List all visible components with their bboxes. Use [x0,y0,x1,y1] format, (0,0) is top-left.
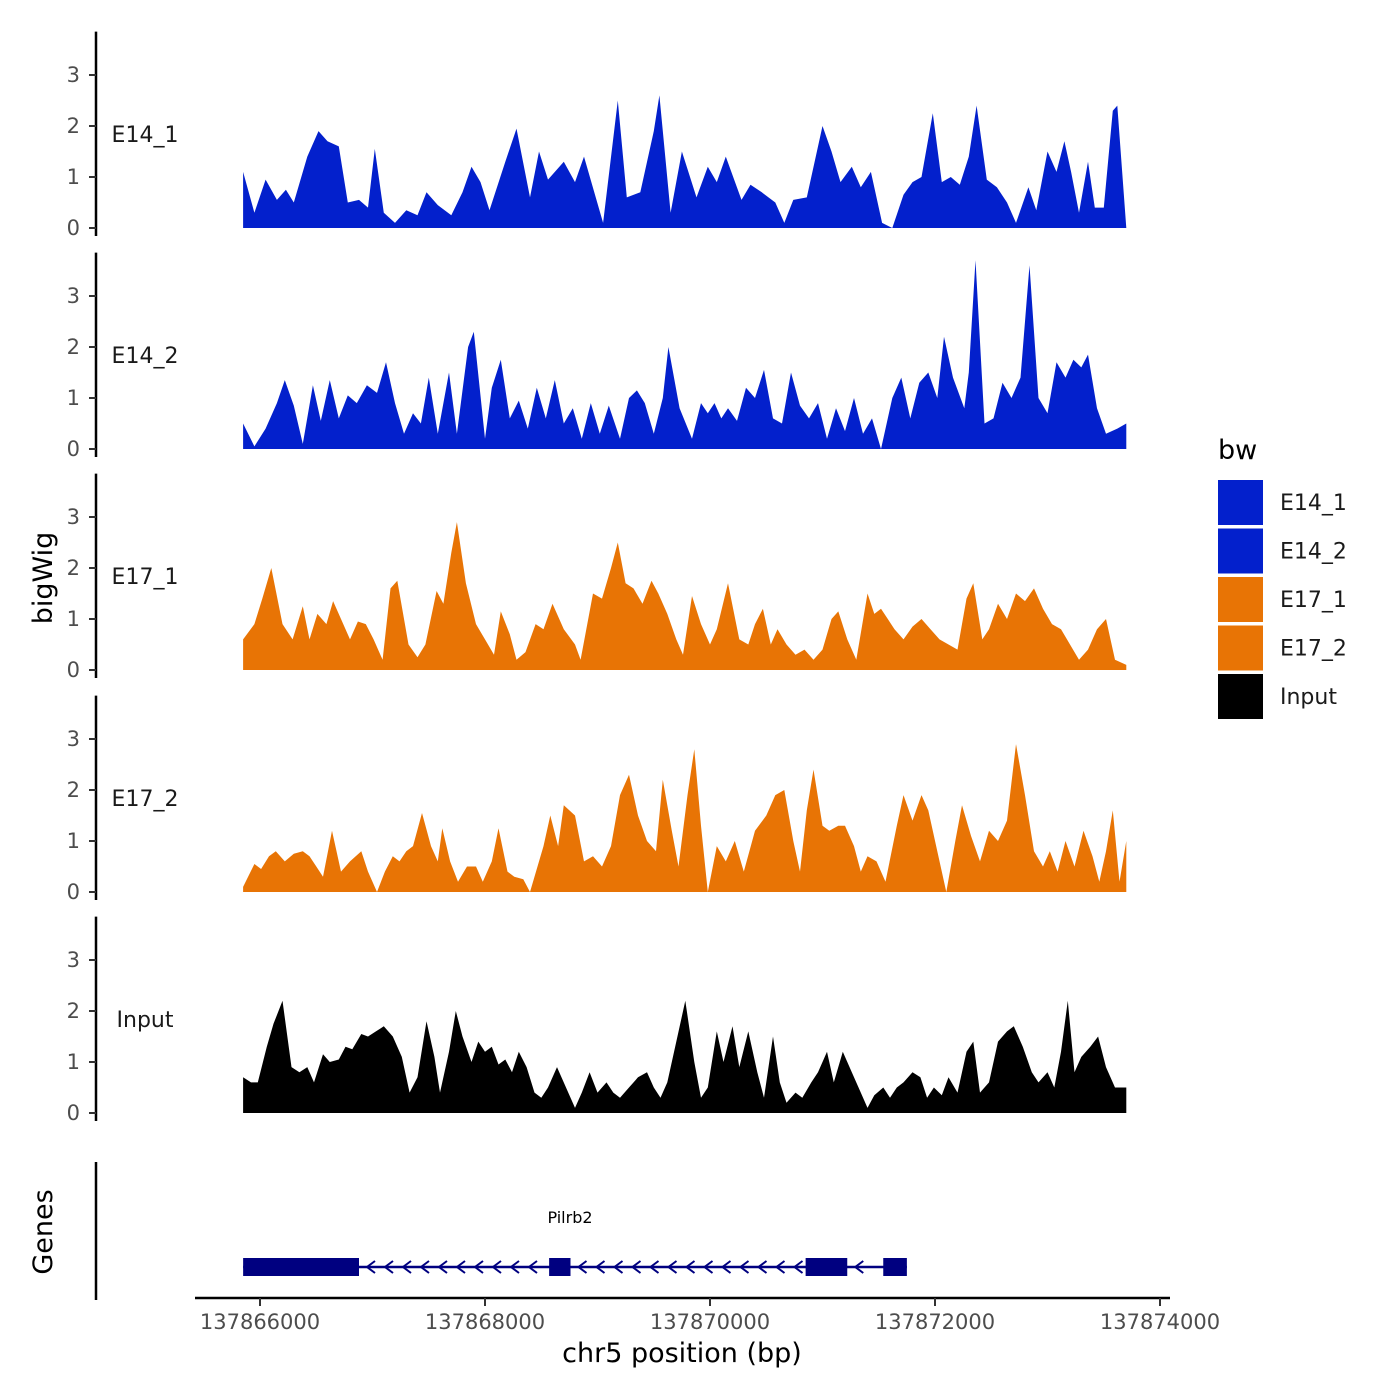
y-tick-label: 3 [67,63,80,87]
y-tick-label: 2 [67,114,80,138]
strand-arrow [576,1260,588,1274]
legend-label: Input [1280,685,1337,710]
y-tick-label: 2 [67,999,80,1023]
y-tick-label: 2 [67,335,80,359]
y-tick-label: 1 [67,165,80,189]
strand-arrow [594,1260,606,1274]
gene-exon [883,1258,907,1276]
strand-arrow [401,1260,412,1274]
strand-arrow [684,1260,696,1274]
x-tick-label: 137868000 [425,1310,545,1334]
y-tick-label: 3 [67,284,80,308]
legend-label: E14_2 [1280,540,1347,565]
genes-track: Genes Pilrb2 [28,1162,907,1300]
strand-arrow [648,1260,660,1274]
y-tick-label: 0 [67,437,80,461]
track-label: E17_2 [112,787,179,812]
x-tick-label: 137866000 [200,1310,320,1334]
strand-arrow [666,1260,678,1274]
y-tick-label: 0 [67,880,80,904]
y-tick-label: 0 [67,1101,80,1125]
track-e17-2: 0 1 2 3 E17_2 [67,695,1127,904]
x-axis-ticks: 137866000 137868000 137870000 137872000 1378… [200,1298,1220,1334]
strand-arrow [702,1260,714,1274]
track-label: Input [117,1008,174,1033]
strand-arrow [853,1260,864,1274]
strand-arrow [491,1260,502,1274]
y-tick-label: 3 [67,727,80,751]
y-tick-label: 1 [67,386,80,410]
strand-arrow [383,1260,394,1274]
strand-arrow [419,1260,430,1274]
gene-exon [549,1258,571,1276]
signal-tracks: 0 1 2 3 E14_1 0 1 2 3 E14_2 0 1 2 3 E17_1 0 1 2 3 E17_2 0 1 2 3… [67,31,1127,1125]
legend-swatch [1218,674,1263,719]
strand-arrow [612,1260,624,1274]
gene-model [243,1258,907,1276]
strand-arrow [720,1260,732,1274]
legend-label: E17_2 [1280,637,1347,662]
signal-area [243,95,1127,229]
strand-arrow [365,1260,376,1274]
gene-name-label: Pilrb2 [547,1208,592,1227]
y-tick-label: 3 [67,505,80,529]
legend-label: E17_1 [1280,588,1347,613]
legend-swatch [1218,625,1263,671]
x-tick-label: 137874000 [1100,1310,1220,1334]
legend-swatch [1218,528,1263,574]
track-label: E14_2 [112,344,179,369]
strand-arrow [774,1260,786,1274]
track-label: E14_1 [112,123,179,148]
track-e14-2: 0 1 2 3 E14_2 [67,252,1127,461]
y-tick-label: 1 [67,829,80,853]
strand-arrow [527,1260,538,1274]
x-tick-label: 137870000 [650,1310,770,1334]
strand-arrow [509,1260,520,1274]
y-tick-label: 1 [67,1050,80,1074]
y-axis-title: bigWig [28,532,59,625]
x-tick-label: 137872000 [875,1310,995,1334]
track-input: 0 1 2 3 Input [67,916,1127,1125]
y-tick-label: 0 [67,216,80,240]
genes-title: Genes [28,1189,59,1274]
y-tick-label: 2 [67,778,80,802]
x-axis-title: chr5 position (bp) [562,1338,802,1369]
track-label: E17_1 [112,565,179,590]
x-axis: 137866000 137868000 137870000 137872000 1378… [195,1296,1220,1369]
strand-arrow [792,1260,804,1274]
legend: bw E14_1 E14_2 E17_1 E17_2 Input [1218,435,1347,719]
signal-area [243,522,1127,670]
signal-area [243,1000,1127,1113]
y-tick-label: 3 [67,948,80,972]
strand-arrow [437,1260,448,1274]
strand-arrow [738,1260,750,1274]
strand-arrow [756,1260,768,1274]
gene-exon [243,1258,359,1276]
y-tick-label: 0 [67,658,80,682]
legend-label: E14_1 [1280,491,1347,516]
legend-items: E14_1 E14_2 E17_1 E17_2 Input [1218,480,1347,719]
strand-arrow [455,1260,466,1274]
track-e14-1: 0 1 2 3 E14_1 [67,31,1127,240]
legend-title: bw [1218,435,1257,466]
strand-arrow [473,1260,484,1274]
legend-swatch [1218,480,1263,525]
signal-area [243,744,1127,892]
track-e17-1: 0 1 2 3 E17_1 [67,473,1127,682]
strand-arrow [630,1260,642,1274]
y-tick-label: 1 [67,607,80,631]
y-tick-label: 2 [67,556,80,580]
legend-swatch [1218,577,1263,622]
gene-exon [805,1258,848,1276]
signal-area [243,260,1127,449]
